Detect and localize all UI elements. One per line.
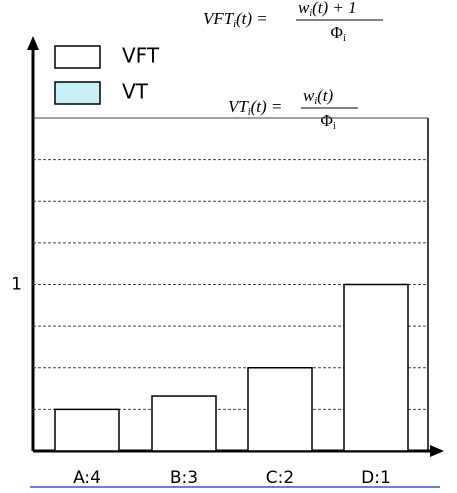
bar bbox=[247, 367, 313, 452]
x-tick-label: C:2 bbox=[266, 468, 294, 488]
formula-sub: i bbox=[248, 107, 251, 118]
formula-lhs: VTi(t) = bbox=[228, 97, 282, 118]
num-sub: i bbox=[309, 8, 312, 19]
num-name: w bbox=[303, 86, 315, 105]
num-sub: i bbox=[314, 96, 317, 107]
formula-arg: (t) = bbox=[236, 9, 268, 28]
formula-name: VT bbox=[228, 97, 249, 116]
num-name: w bbox=[298, 0, 310, 17]
formula-numerator: wi(t) bbox=[303, 86, 334, 107]
bar bbox=[54, 408, 120, 452]
formula-name: VFT bbox=[203, 9, 235, 28]
x-tick-label: A:4 bbox=[73, 468, 101, 488]
y-tick-label: 1 bbox=[11, 275, 22, 295]
formula-arg: (t) = bbox=[251, 97, 283, 116]
x-arrow bbox=[430, 445, 444, 457]
formula-denominator: Φi bbox=[321, 111, 336, 132]
den-sub: i bbox=[333, 121, 336, 132]
den-name: Φ bbox=[321, 111, 333, 130]
y-arrow bbox=[27, 36, 39, 50]
legend-label: VFT bbox=[122, 44, 160, 68]
bar bbox=[343, 283, 409, 452]
legend-label: VT bbox=[122, 80, 149, 104]
num-rest: (t) + 1 bbox=[312, 0, 357, 17]
formula-numerator: wi(t) + 1 bbox=[298, 0, 357, 19]
formula-sub: i bbox=[233, 19, 236, 30]
legend-swatch bbox=[54, 45, 101, 69]
num-rest: (t) bbox=[317, 86, 333, 105]
formula-lhs: VFTi(t) = bbox=[203, 9, 268, 30]
formula-denominator: Φi bbox=[331, 23, 346, 44]
den-name: Φ bbox=[331, 23, 343, 42]
x-tick-label: B:3 bbox=[170, 468, 198, 488]
legend-swatch bbox=[54, 81, 101, 105]
x-tick-label: D:1 bbox=[361, 468, 391, 488]
bar bbox=[151, 395, 217, 452]
den-sub: i bbox=[343, 33, 346, 44]
